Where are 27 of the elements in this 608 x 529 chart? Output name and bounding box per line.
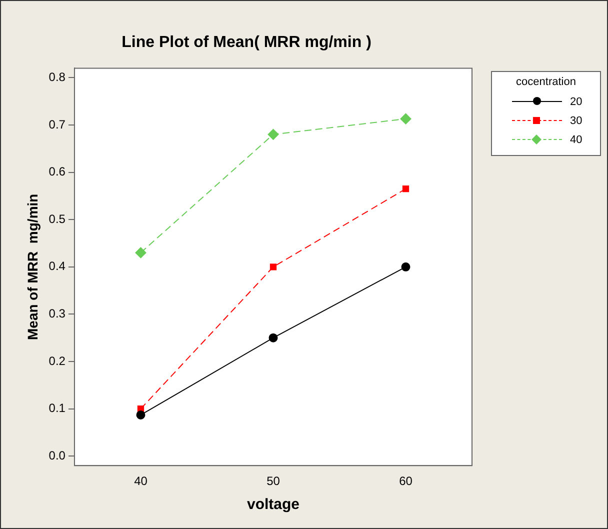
point [268, 128, 279, 140]
legend-title: cocentration [515, 76, 577, 88]
point [402, 186, 410, 192]
x-tick-label: 50 [266, 474, 280, 488]
y-tick-label: 0.0 [48, 448, 66, 462]
x-axis-title: voltage [246, 496, 300, 514]
y-tick-label: 0.4 [48, 259, 66, 274]
y-tick-label: 0.5 [48, 212, 66, 226]
x-tick-label: 40 [134, 474, 148, 488]
point [400, 113, 412, 124]
y-tick-label: 0.6 [48, 164, 66, 179]
chart-title: Line Plot of Mean( MRR mg/min ) [122, 34, 372, 52]
legend-label: 40 [570, 134, 582, 146]
y-tick-label: 0.8 [48, 70, 66, 84]
y-tick-label: 0.3 [48, 306, 66, 321]
point [401, 262, 410, 272]
y-tick-label: 0.2 [48, 354, 66, 368]
y-axis-title: Mean of MRR mg/min [24, 194, 40, 340]
legend-label: 30 [570, 114, 582, 126]
point [135, 247, 146, 258]
y-tick-label: 0.1 [48, 401, 66, 416]
y-tick-label: 0.7 [48, 117, 66, 132]
legend-label: 20 [570, 96, 582, 108]
point [136, 410, 146, 420]
point [270, 264, 277, 270]
x-tick-label: 60 [399, 474, 413, 488]
point [268, 333, 278, 342]
